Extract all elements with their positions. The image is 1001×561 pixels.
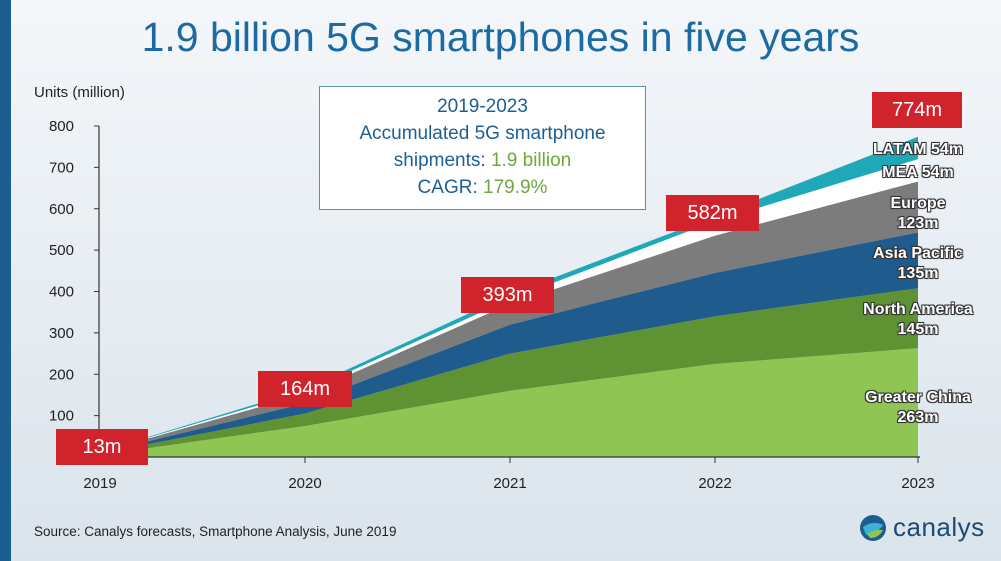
callout-shipments-value: 1.9 billion <box>490 150 572 171</box>
y-tick-label: 100 <box>49 408 74 425</box>
x-tick-label: 2023 <box>901 475 934 492</box>
logo: canalys <box>858 512 985 543</box>
callout-cagr-label: CAGR: <box>417 177 483 198</box>
y-tick-label: 400 <box>49 284 74 301</box>
y-tick-label: 500 <box>49 242 74 259</box>
total-label: 164m <box>258 371 352 407</box>
y-tick-label: 700 <box>49 159 74 176</box>
area-greater-china <box>100 348 918 457</box>
region-label-mea: MEA 54m <box>882 164 954 181</box>
total-label: 393m <box>461 277 554 313</box>
x-tick-label: 2021 <box>493 475 526 492</box>
region-label-north-america: North America 145m <box>863 301 973 338</box>
callout-cagr: CAGR: 179.9% <box>320 174 645 201</box>
callout-period: 2019-2023 <box>437 96 528 117</box>
region-label-greater-china: Greater China 263m <box>865 389 971 426</box>
area-europe <box>100 181 918 453</box>
accent-bar <box>0 0 11 561</box>
area-north-america <box>100 288 918 455</box>
page-title: 1.9 billion 5G smartphones in five years <box>141 14 860 60</box>
x-tick-label: 2019 <box>83 475 116 492</box>
y-tick-label: 200 <box>49 366 74 383</box>
callout-shipments-label: shipments: <box>393 150 491 171</box>
area-mea <box>100 159 918 453</box>
y-tick-label: 600 <box>49 201 74 218</box>
y-tick-label: 800 <box>49 118 74 135</box>
y-tick-label: 300 <box>49 325 74 342</box>
summary-callout: 2019-2023 Accumulated 5G smartphone ship… <box>319 86 646 210</box>
logo-wordmark: canalys <box>893 512 985 542</box>
callout-shipments: shipments: 1.9 billion <box>320 147 645 174</box>
canalys-globe-icon <box>860 514 886 541</box>
region-label-europe: Europe 123m <box>890 195 946 232</box>
x-tick-label: 2020 <box>288 475 321 492</box>
x-tick-label: 2022 <box>698 475 731 492</box>
callout-heading: Accumulated 5G smartphone <box>359 123 606 144</box>
area-asia-pacific <box>100 232 918 454</box>
total-label: 582m <box>666 195 759 231</box>
region-label-latam: LATAM 54m <box>872 141 964 158</box>
y-axis-label: Units (million) <box>34 84 125 101</box>
total-label: 774m <box>872 92 962 128</box>
region-label-asia-pacific: Asia Pacific 135m <box>873 245 963 282</box>
total-label: 13m <box>56 429 148 465</box>
source-note: Source: Canalys forecasts, Smartphone An… <box>34 524 397 539</box>
callout-cagr-value: 179.9% <box>483 177 548 198</box>
